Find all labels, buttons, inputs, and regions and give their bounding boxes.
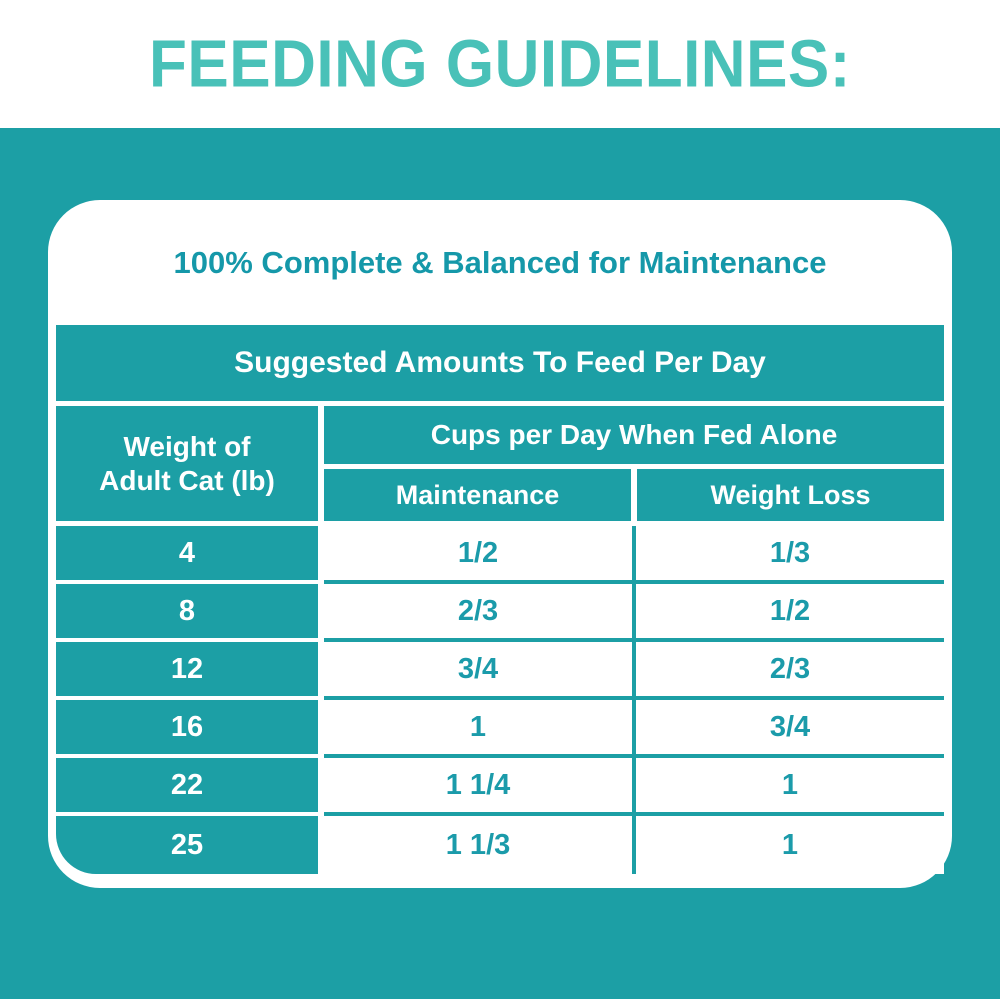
guidelines-card: 100% Complete & Balanced for Maintenance… xyxy=(48,200,952,888)
weight-cell: 8 xyxy=(56,584,318,642)
column-divider-gap xyxy=(318,700,324,758)
table-header-row: Weight of Adult Cat (lb) Cups per Day Wh… xyxy=(56,406,944,521)
table-row: 22 1 1/4 1 xyxy=(56,758,944,816)
weight-loss-cell: 3/4 xyxy=(636,700,944,758)
weight-cell: 25 xyxy=(56,816,318,874)
sub-header-divider-gap xyxy=(631,469,637,521)
maintenance-cell: 2/3 xyxy=(324,584,636,642)
weight-loss-cell: 1/3 xyxy=(636,526,944,584)
table-row: 16 1 3/4 xyxy=(56,700,944,758)
table-row: 12 3/4 2/3 xyxy=(56,642,944,700)
column-divider-gap xyxy=(318,526,324,584)
maintenance-cell: 1/2 xyxy=(324,526,636,584)
table-row: 25 1 1/3 1 xyxy=(56,816,944,874)
weight-loss-column-header: Weight Loss xyxy=(637,469,944,521)
cups-header-cell: Cups per Day When Fed Alone xyxy=(324,406,944,464)
weight-loss-cell: 1/2 xyxy=(636,584,944,642)
weight-cell: 12 xyxy=(56,642,318,700)
weight-cell: 22 xyxy=(56,758,318,816)
maintenance-cell: 1 xyxy=(324,700,636,758)
maintenance-cell: 1 1/4 xyxy=(324,758,636,816)
weight-header-line2: Adult Cat (lb) xyxy=(99,464,275,496)
weight-cell: 16 xyxy=(56,700,318,758)
weight-header-cell: Weight of Adult Cat (lb) xyxy=(56,406,318,521)
table-row: 4 1/2 1/3 xyxy=(56,526,944,584)
cups-header-group: Cups per Day When Fed Alone Maintenance … xyxy=(324,406,944,521)
weight-header-line1: Weight of xyxy=(123,431,251,463)
table-row: 8 2/3 1/2 xyxy=(56,584,944,642)
maintenance-column-header: Maintenance xyxy=(324,469,631,521)
page-title: FEEDING GUIDELINES: xyxy=(149,26,851,102)
weight-loss-cell: 1 xyxy=(636,816,944,874)
maintenance-cell: 1 1/3 xyxy=(324,816,636,874)
weight-loss-cell: 1 xyxy=(636,758,944,816)
weight-loss-cell: 2/3 xyxy=(636,642,944,700)
column-divider-gap xyxy=(318,642,324,700)
card-heading: 100% Complete & Balanced for Maintenance xyxy=(173,244,827,280)
column-divider-gap xyxy=(318,816,324,874)
table-title-band: Suggested Amounts To Feed Per Day xyxy=(56,325,944,401)
weight-cell: 4 xyxy=(56,526,318,584)
teal-background: 100% Complete & Balanced for Maintenance… xyxy=(0,128,1000,999)
column-divider-gap xyxy=(318,584,324,642)
column-divider-gap xyxy=(318,758,324,816)
column-divider-gap xyxy=(318,406,324,521)
maintenance-cell: 3/4 xyxy=(324,642,636,700)
feeding-table: Suggested Amounts To Feed Per Day Weight… xyxy=(56,325,944,874)
sub-header-row: Maintenance Weight Loss xyxy=(324,469,944,521)
top-strip: FEEDING GUIDELINES: xyxy=(0,0,1000,128)
